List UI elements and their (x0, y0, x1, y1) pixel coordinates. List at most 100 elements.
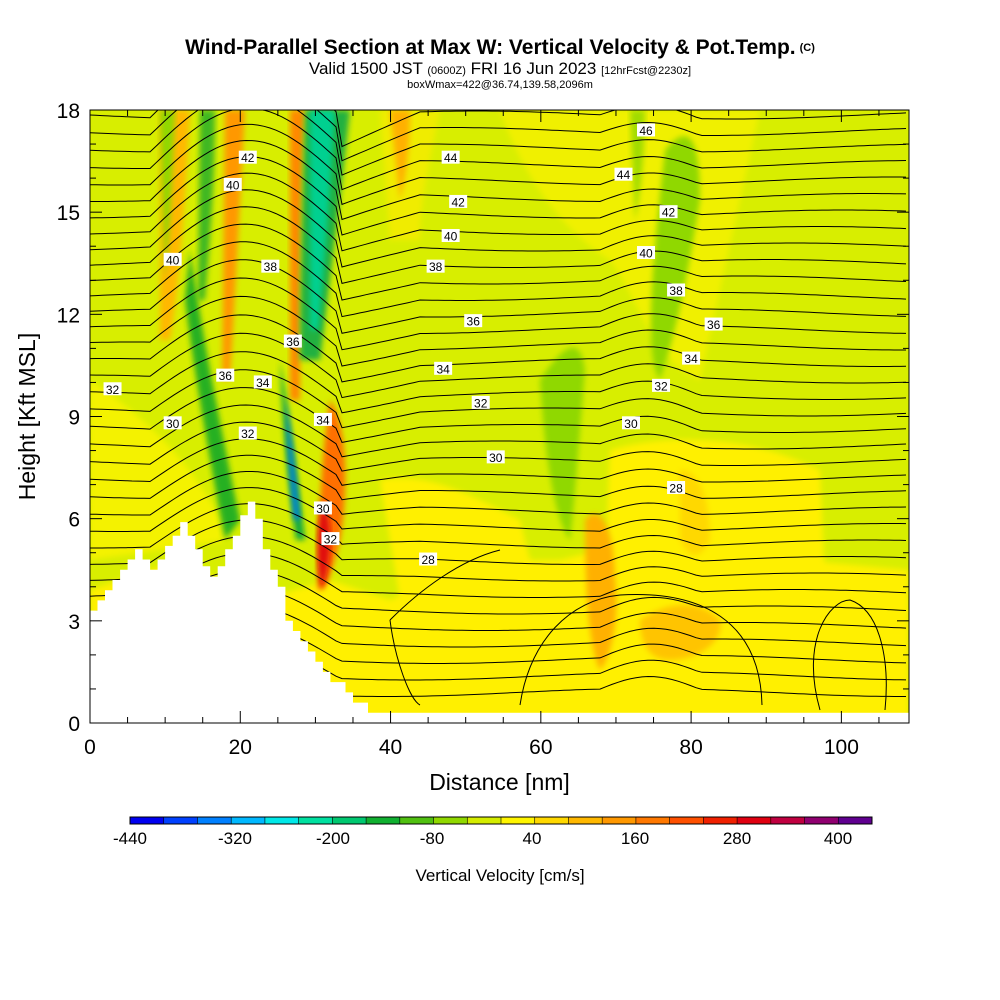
colorbar-swatch (231, 817, 266, 824)
theta-contour-label-text: 30 (624, 417, 638, 431)
theta-contour-label: 32 (238, 426, 257, 441)
chart-title-text: Wind-Parallel Section at Max W: Vertical… (185, 36, 796, 59)
theta-contour-line (90, 438, 907, 486)
colorbar-swatch (332, 817, 367, 824)
theta-contour-label: 36 (283, 334, 302, 349)
colorbar-swatch (534, 817, 569, 824)
colorbar-tick-label: -200 (316, 829, 350, 848)
x-tick-label: 80 (679, 736, 702, 759)
theta-contour-label-text: 32 (654, 379, 668, 393)
x-tick-label: 60 (529, 736, 552, 759)
y-tick-label: 0 (68, 713, 80, 736)
valid-date: FRI 16 Jun 2023 (470, 59, 597, 78)
theta-contour-label-text: 36 (707, 318, 721, 332)
colorbar-swatch (737, 817, 772, 824)
colorbar-tick-label: -80 (420, 829, 445, 848)
theta-contour-line (90, 259, 907, 334)
colorbar-swatch (467, 817, 502, 824)
velocity-shade-region (650, 136, 700, 380)
theta-contour-label-text: 40 (444, 230, 458, 244)
theta-contour-label: 44 (614, 167, 633, 182)
theta-contour-label-bg (449, 194, 468, 208)
colorbar-swatch (838, 817, 873, 824)
theta-contour-label-text: 36 (467, 315, 481, 329)
theta-contour-label-bg (614, 167, 633, 181)
terrain (90, 501, 910, 723)
colorbar-swatch (635, 817, 671, 824)
colorbar-tick-label: 160 (621, 829, 649, 848)
colorbar-swatch (298, 817, 333, 824)
theta-contour-line (90, 172, 907, 252)
theta-contour-label: 34 (313, 412, 332, 427)
y-tick-label: 9 (68, 407, 80, 430)
theta-contour-labels: 28 28 30 30 30 30 32 32 32 32 32 34 34 34 34 36 36 36 36 38… (103, 123, 723, 567)
y-tick-label: 18 (57, 100, 80, 123)
velocity-shade-region (540, 347, 585, 540)
chart-title: Wind-Parallel Section at Max W: Vertical… (0, 36, 1000, 60)
theta-contour-label-text: 28 (669, 482, 683, 496)
theta-contour-label-bg (223, 177, 242, 191)
theta-contour-label-bg (667, 283, 686, 297)
theta-contour-label-text: 30 (166, 417, 180, 431)
colorbar-swatch (130, 817, 165, 824)
colorbar-tick-label: 280 (723, 829, 751, 848)
y-axis-title: Height [Kft MSL] (14, 333, 40, 500)
theta-contour-label-bg (313, 501, 332, 515)
theta-contour-label: 40 (163, 252, 182, 267)
theta-contour-label: 40 (637, 246, 656, 261)
velocity-shade-region (380, 478, 540, 640)
box-info: boxWmax=422@36.74,139.58,2096m (407, 79, 593, 91)
colorbar-swatch (501, 817, 536, 824)
theta-contour-label-bg (419, 552, 438, 566)
theta-contour-line (90, 404, 907, 458)
theta-contour-label-text: 34 (316, 413, 330, 427)
colorbar-swatch (568, 817, 603, 824)
velocity-shade-region (630, 110, 645, 220)
theta-contour-line (90, 503, 907, 549)
theta-contour-label: 38 (261, 259, 280, 274)
theta-contour-label-bg (471, 395, 490, 409)
vertical-velocity-field (90, 110, 909, 723)
theta-contour-label: 36 (464, 314, 483, 329)
colorbar-swatch (433, 817, 468, 824)
y-tick-label: 3 (68, 611, 80, 634)
x-tick-label: 100 (824, 736, 859, 759)
y-tick-label: 6 (68, 509, 80, 532)
theta-contour-label-bg (426, 259, 445, 273)
theta-contour-line (90, 110, 907, 148)
theta-contour-label-bg (659, 205, 678, 219)
theta-contour-label-bg (434, 361, 453, 375)
theta-contour-label: 42 (449, 194, 468, 209)
y-tick-label: 12 (57, 304, 80, 327)
x-axis-title: Distance [nm] (429, 769, 570, 795)
theta-contour-label-text: 42 (241, 151, 255, 165)
theta-contour-label-bg (486, 450, 505, 464)
theta-contour-label-text: 30 (316, 502, 330, 516)
theta-contour-label: 42 (238, 150, 257, 165)
theta-contour-line (90, 535, 907, 582)
theta-contour-label-bg (441, 229, 460, 243)
theta-contour-line (90, 519, 907, 565)
theta-contour-line (90, 139, 907, 221)
theta-contour-line (90, 314, 907, 383)
colorbar: -440 -320 -200 -80 40 160 280 400 Vertical Veloc… (113, 816, 873, 885)
theta-contour-label: 46 (637, 123, 656, 138)
forecast-info: [12hrFcst@2230z] (601, 65, 692, 77)
theta-contour-label-text: 34 (256, 376, 270, 390)
colorbar-swatch (804, 817, 839, 824)
theta-contour-line (90, 277, 907, 351)
theta-contour-label-bg (103, 382, 122, 396)
theta-contour-label: 40 (441, 229, 460, 244)
theta-contour-label-bg (163, 252, 182, 266)
theta-contour-label-bg (313, 412, 332, 426)
colorbar-swatch (163, 817, 198, 824)
theta-contour-line (90, 223, 907, 301)
theta-contour-label: 40 (223, 177, 242, 192)
y-tick-label: 15 (57, 202, 80, 225)
theta-contour-label: 30 (313, 501, 332, 516)
theta-contour-label-text: 30 (489, 451, 503, 465)
velocity-shade-region (600, 439, 830, 700)
x-tick-label: 40 (379, 736, 402, 759)
theta-contour-label-bg (163, 416, 182, 430)
